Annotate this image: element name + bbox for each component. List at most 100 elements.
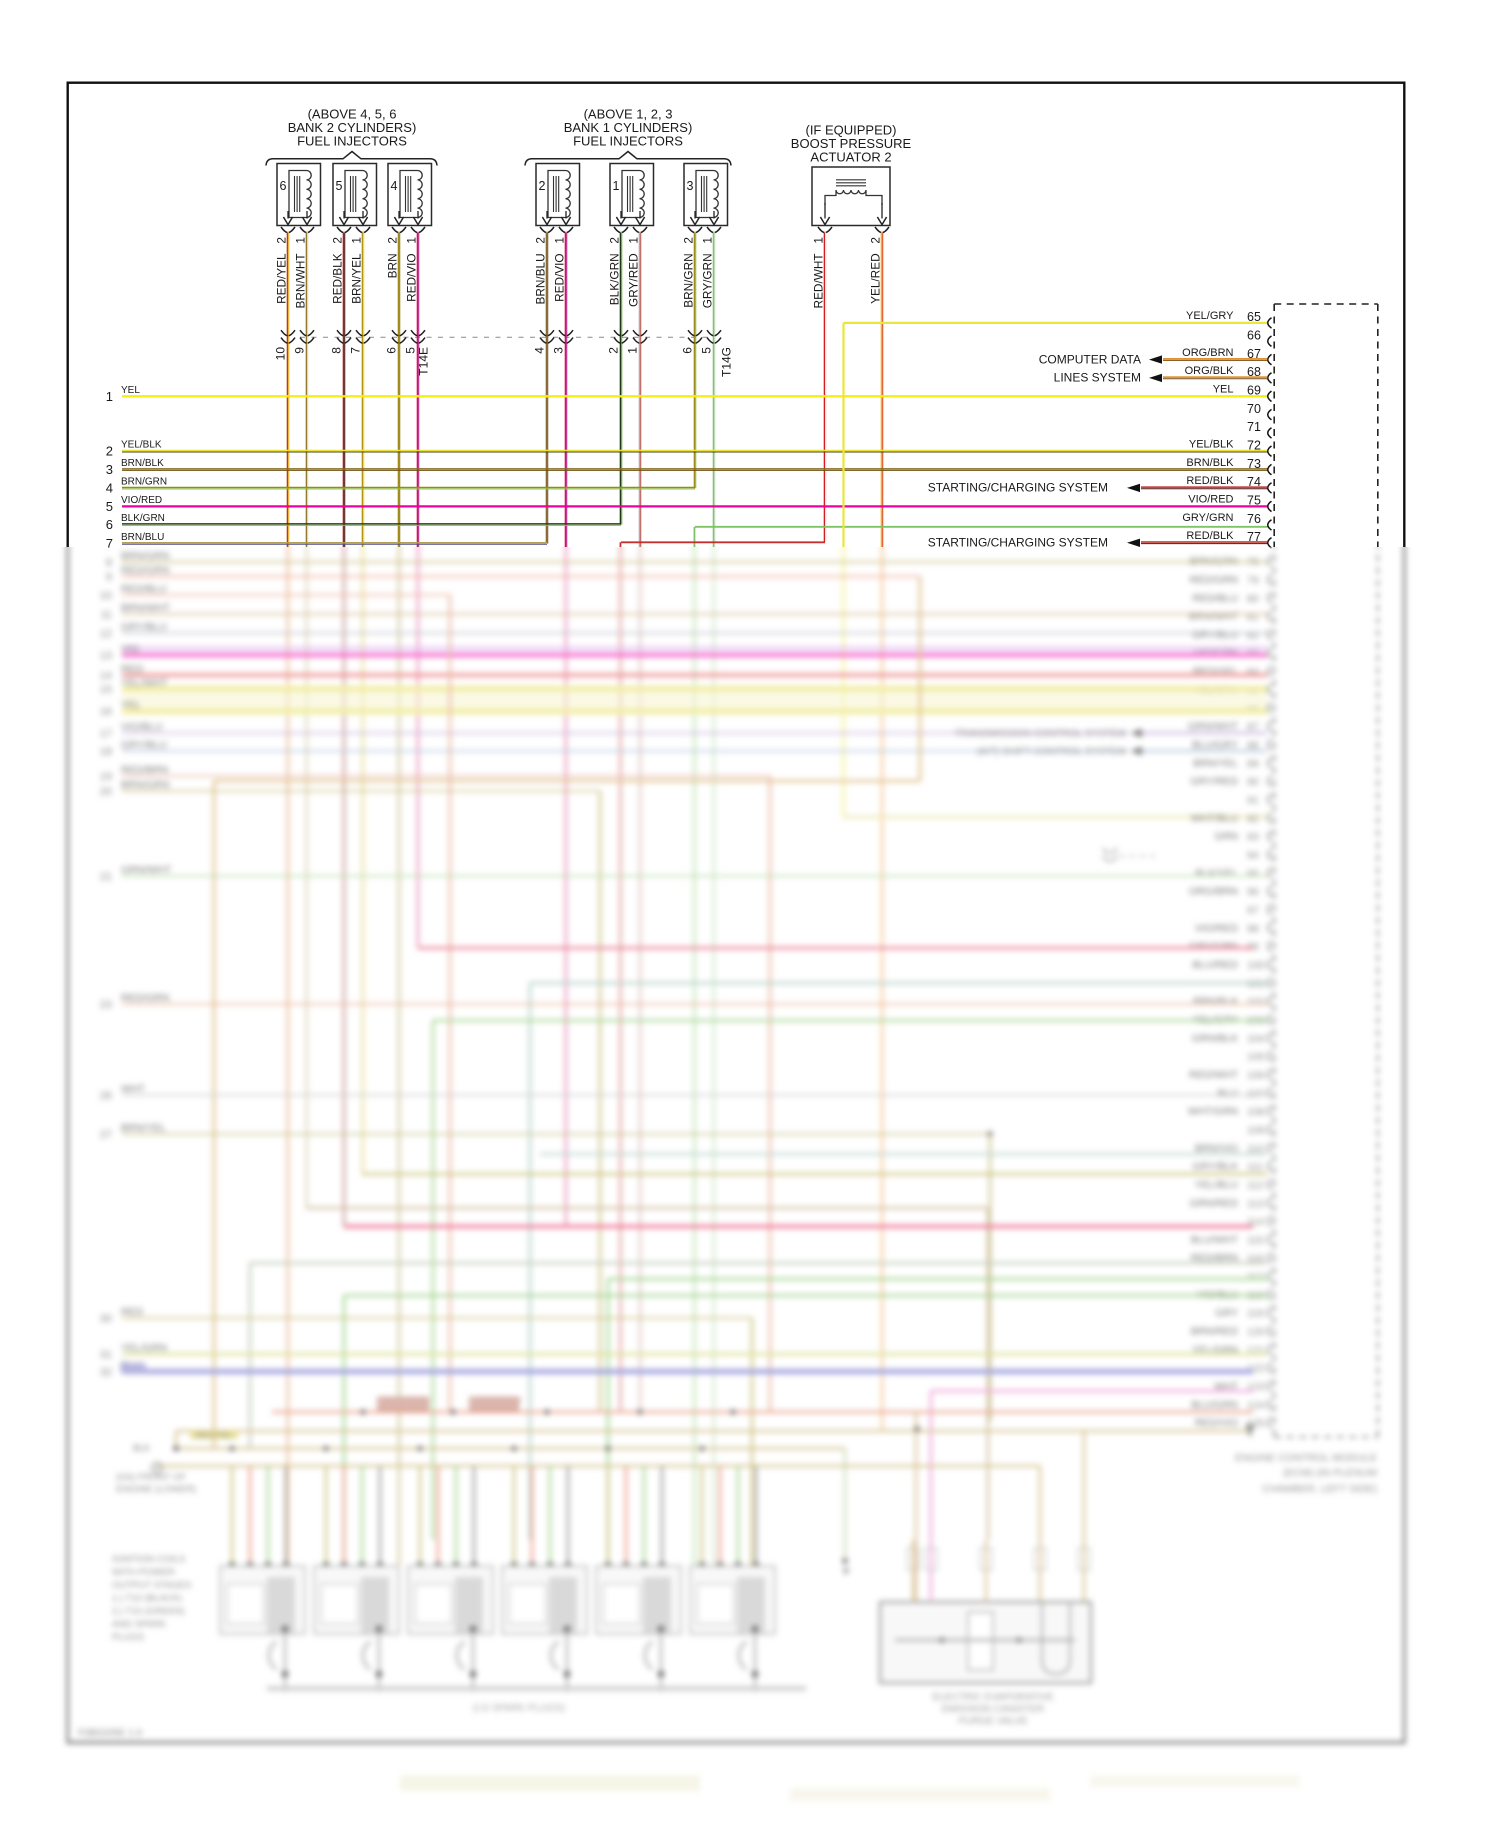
svg-text:(ECM) (IN PLENUM: (ECM) (IN PLENUM [1283, 1467, 1377, 1479]
svg-text:GRN/RED: GRN/RED [1190, 1197, 1239, 1209]
svg-text:LINES SYSTEM: LINES SYSTEM [1054, 371, 1141, 385]
svg-text:17: 17 [100, 728, 112, 740]
svg-text:87: 87 [1247, 721, 1259, 733]
svg-text:6: 6 [385, 347, 399, 354]
svg-text:98: 98 [1247, 923, 1259, 935]
svg-text:113: 113 [1247, 1198, 1264, 1210]
svg-text:1.) T10 (BLACK): 1.) T10 (BLACK) [112, 1593, 182, 1604]
svg-text:YEL: YEL [1213, 384, 1234, 396]
svg-text:ELECTRIC EVAPORATIVE: ELECTRIC EVAPORATIVE [932, 1692, 1054, 1703]
svg-text:STARTING/CHARGING SYSTEM: STARTING/CHARGING SYSTEM [928, 536, 1108, 550]
svg-text:BRN/WHT: BRN/WHT [121, 602, 171, 614]
svg-text:3: 3 [687, 179, 694, 193]
svg-text:BRN/GRN: BRN/GRN [121, 477, 167, 488]
svg-text:4: 4 [391, 179, 398, 193]
svg-text:BANK 1 CYLINDERS): BANK 1 CYLINDERS) [564, 120, 693, 135]
svg-text:YEL/BLK: YEL/BLK [1189, 438, 1234, 450]
svg-text:ENGINE CONTROL MODULE: ENGINE CONTROL MODULE [1235, 1452, 1377, 1464]
svg-text:66: 66 [1247, 328, 1261, 342]
svg-text:RED/VIO: RED/VIO [1195, 1417, 1238, 1429]
svg-text:115: 115 [1247, 1234, 1264, 1246]
svg-text:BLU/GRN: BLU/GRN [1191, 1399, 1238, 1411]
svg-text:14: 14 [100, 670, 112, 682]
svg-text:5: 5 [700, 347, 714, 354]
svg-text:RED: RED [121, 1306, 144, 1318]
svg-text:107: 107 [1247, 1088, 1265, 1100]
svg-text:71: 71 [1247, 420, 1261, 434]
svg-text:YEL/GRN: YEL/GRN [121, 1342, 167, 1354]
svg-text:77: 77 [1247, 530, 1261, 544]
svg-text:95: 95 [1247, 868, 1259, 880]
svg-text:RED/WHT: RED/WHT [1189, 1069, 1239, 1081]
svg-text:(ABOVE 4, 5, 6: (ABOVE 4, 5, 6 [308, 107, 397, 122]
svg-text:4: 4 [106, 481, 113, 496]
svg-text:89: 89 [1247, 758, 1259, 770]
svg-text:OUTPUT STAGES: OUTPUT STAGES [112, 1580, 191, 1591]
svg-text:BRN/GRN: BRN/GRN [121, 779, 169, 791]
svg-text:BRN/BLK: BRN/BLK [121, 458, 164, 469]
svg-text:68: 68 [1247, 365, 1261, 379]
svg-text:19: 19 [100, 771, 112, 783]
svg-text:BRN/YEL: BRN/YEL [121, 1122, 166, 1134]
svg-text:STARTING/CHARGING SYSTEM: STARTING/CHARGING SYSTEM [928, 481, 1108, 495]
svg-text:106: 106 [1247, 1069, 1265, 1081]
svg-text:96: 96 [1247, 886, 1259, 898]
svg-text:116: 116 [1247, 1253, 1264, 1265]
svg-text:GRY: GRY [1215, 1307, 1238, 1319]
svg-text:GRY/BLU: GRY/BLU [121, 621, 167, 633]
svg-text:F0B0205E 1.0: F0B0205E 1.0 [78, 1728, 142, 1739]
svg-text:VIO: VIO [121, 643, 139, 655]
svg-text:7: 7 [106, 536, 113, 551]
svg-text:RED/GRN: RED/GRN [1190, 574, 1238, 586]
svg-text:1: 1 [613, 179, 620, 193]
svg-text:1: 1 [626, 347, 640, 354]
svg-text:26: 26 [100, 1090, 112, 1102]
svg-text:BRN/BLU: BRN/BLU [121, 532, 164, 543]
svg-text:21: 21 [100, 871, 112, 883]
svg-text:70: 70 [1247, 402, 1261, 416]
svg-text:91: 91 [1247, 794, 1259, 806]
svg-text:109: 109 [1247, 1124, 1265, 1136]
svg-text:110: 110 [1247, 1143, 1264, 1155]
svg-text:BLK: BLK [133, 1443, 150, 1453]
svg-text:BLU/WHT: BLU/WHT [1191, 1234, 1239, 1246]
svg-text:PLUGS: PLUGS [112, 1632, 144, 1643]
svg-text:CHAMBER, LEFT SIDE): CHAMBER, LEFT SIDE) [1262, 1483, 1377, 1495]
svg-text:119: 119 [1247, 1308, 1264, 1320]
svg-text:(A/T) SHIFT CONTROL SYSTEM: (A/T) SHIFT CONTROL SYSTEM [977, 747, 1126, 758]
svg-text:WHT/GRN: WHT/GRN [1188, 1106, 1238, 1118]
svg-text:105: 105 [1247, 1051, 1265, 1063]
svg-text:11: 11 [101, 609, 112, 621]
svg-text:ORG/BLK: ORG/BLK [1185, 365, 1235, 377]
svg-text:VIO/RED: VIO/RED [1195, 922, 1239, 934]
svg-text:12: 12 [100, 628, 112, 640]
svg-text:T14E: T14E [417, 347, 431, 376]
svg-text:WHT: WHT [121, 1083, 145, 1095]
svg-text:BLU/RED: BLU/RED [1192, 959, 1238, 971]
svg-text:GRY/GRN 1: GRY/GRN 1 [701, 237, 715, 308]
svg-text:94: 94 [1247, 849, 1259, 861]
svg-text:VIO/RED: VIO/RED [1188, 494, 1233, 506]
svg-text:YEL/BLK: YEL/BLK [121, 440, 162, 451]
svg-text:FUEL INJECTORS: FUEL INJECTORS [573, 134, 683, 149]
svg-text:120: 120 [1247, 1326, 1265, 1338]
svg-text:67: 67 [1247, 347, 1261, 361]
svg-text:EMISSION CANISTER: EMISSION CANISTER [942, 1704, 1044, 1715]
svg-text:BRN/GRN: BRN/GRN [121, 550, 169, 562]
svg-text:81: 81 [1247, 611, 1259, 623]
svg-text:FUEL INJECTORS: FUEL INJECTORS [297, 134, 407, 149]
svg-text:RED/YEL 2: RED/YEL 2 [275, 237, 289, 304]
svg-text:YEL/GRY: YEL/GRY [1186, 310, 1234, 322]
svg-text:RED/GRN: RED/GRN [121, 992, 169, 1004]
svg-text:1: 1 [106, 389, 113, 404]
svg-text:18: 18 [100, 746, 112, 758]
svg-text:COMPUTER DATA: COMPUTER DATA [1039, 352, 1141, 366]
svg-text:9: 9 [106, 572, 112, 584]
svg-text:GRN/WHT: GRN/WHT [121, 864, 172, 876]
svg-text:GRY/BLK: GRY/BLK [1193, 1161, 1238, 1173]
svg-text:3: 3 [552, 347, 566, 354]
svg-text:6: 6 [280, 179, 287, 193]
svg-text:RED/BLK 2: RED/BLK 2 [331, 237, 345, 304]
svg-text:2: 2 [106, 444, 113, 459]
svg-text:2: 2 [539, 179, 546, 193]
